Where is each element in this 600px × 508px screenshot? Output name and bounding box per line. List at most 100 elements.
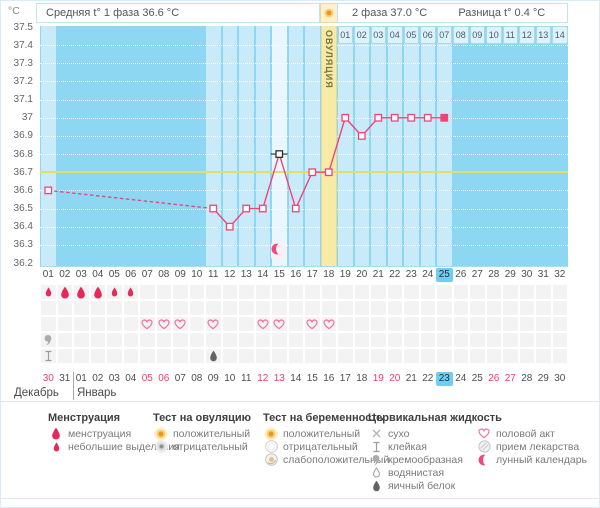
calendar-date-cell[interactable]: 03	[108, 373, 120, 384]
calendar-date-cell[interactable]: 25	[471, 373, 483, 384]
calendar-date-cell[interactable]: 18	[356, 373, 368, 384]
cycle-day-cell[interactable]: 10	[191, 269, 203, 280]
cycle-day-cell[interactable]: 30	[521, 269, 533, 280]
temp-point-day-18[interactable]	[324, 168, 333, 177]
tracking-cell	[173, 333, 188, 347]
cycle-day-cell[interactable]: 17	[306, 269, 318, 280]
legend-item: сухо	[368, 427, 502, 440]
cycle-day-cell[interactable]: 16	[290, 269, 302, 280]
cycle-day-cell[interactable]: 31	[537, 269, 549, 280]
cycle-day-cell[interactable]: 32	[554, 269, 566, 280]
calendar-date-cell[interactable]: 07	[174, 373, 186, 384]
temp-point-day-17[interactable]	[308, 168, 317, 177]
measured-day-column	[305, 26, 320, 266]
cycle-day-cell[interactable]: 15	[273, 269, 285, 280]
cycle-day-cell[interactable]: 22	[389, 269, 401, 280]
menstruation-light-icon	[127, 287, 134, 297]
cycle-day-cell[interactable]: 11	[208, 269, 219, 280]
calendar-date-cell[interactable]: 26	[488, 373, 500, 384]
cycle-day-cell[interactable]: 18	[323, 269, 335, 280]
tracking-cell	[140, 333, 155, 347]
measured-day-column	[338, 26, 353, 266]
temp-point-day-16[interactable]	[291, 204, 300, 213]
calendar-date-cell[interactable]: 29	[537, 373, 549, 384]
calendar-date-cell[interactable]: 21	[405, 373, 417, 384]
calendar-date-cell[interactable]: 20	[389, 373, 401, 384]
tracking-cell	[486, 333, 501, 347]
cycle-day-cell[interactable]: 26	[455, 269, 467, 280]
cycle-day-cell[interactable]: 23	[405, 269, 417, 280]
temp-point-day-24[interactable]	[423, 113, 432, 122]
tracking-cell	[453, 301, 468, 315]
calendar-date-cell[interactable]: 04	[125, 373, 137, 384]
tracking-cell	[123, 285, 138, 299]
temp-point-day-15[interactable]	[275, 150, 284, 158]
cycle-day-cell[interactable]: 12	[224, 269, 236, 280]
temp-point-day-1[interactable]	[44, 186, 53, 195]
calendar-date-cell[interactable]: 28	[521, 373, 533, 384]
tracking-cell	[189, 349, 204, 363]
tracking-cell	[552, 317, 567, 331]
cycle-day-cell[interactable]: 21	[372, 269, 384, 280]
cycle-day-cell[interactable]: 27	[471, 269, 483, 280]
calendar-date-cell[interactable]: 10	[224, 373, 236, 384]
cycle-day-cell[interactable]: 08	[158, 269, 170, 280]
cycle-day-cell[interactable]: 24	[422, 269, 434, 280]
cervical-fluid-creamy-icon	[42, 334, 54, 346]
calendar-date-cell[interactable]: 22	[422, 373, 434, 384]
calendar-date-cell[interactable]: 05	[141, 373, 153, 384]
cycle-day-cell[interactable]: 28	[488, 269, 500, 280]
calendar-date-cell[interactable]: 19	[372, 373, 384, 384]
temp-point-day-19[interactable]	[341, 113, 350, 122]
calendar-date-cell[interactable]: 15	[306, 373, 318, 384]
calendar-date-cell[interactable]: 06	[158, 373, 170, 384]
calendar-date-cell[interactable]: 09	[207, 373, 219, 384]
tracking-cell	[387, 317, 402, 331]
calendar-date-cell[interactable]: 14	[290, 373, 302, 384]
cycle-day-cell[interactable]: 01	[42, 269, 54, 280]
cycle-day-cell[interactable]: 07	[141, 269, 153, 280]
cycle-day-cell[interactable]: 09	[174, 269, 186, 280]
cycle-day-cell[interactable]: 06	[125, 269, 137, 280]
temp-point-day-13[interactable]	[242, 204, 251, 213]
calendar-date-cell[interactable]: 02	[92, 373, 104, 384]
drop-small-icon	[48, 441, 64, 452]
cycle-day-cell[interactable]: 29	[504, 269, 516, 280]
cycle-day-cell[interactable]: 02	[59, 269, 71, 280]
calendar-date-cell[interactable]: 16	[323, 373, 335, 384]
calendar-date-cell[interactable]: 24	[455, 373, 467, 384]
temp-point-day-11[interactable]	[209, 204, 218, 213]
calendar-date-cell[interactable]: 13	[273, 373, 285, 384]
temp-point-day-20[interactable]	[357, 132, 366, 140]
temperature-line-dashed	[48, 189, 214, 210]
temp-point-day-22[interactable]	[390, 113, 399, 122]
cycle-day-cell[interactable]: 20	[356, 269, 368, 280]
temp-point-day-14[interactable]	[258, 204, 267, 213]
cycle-day-cell[interactable]: 19	[339, 269, 351, 280]
tracking-cell	[189, 317, 204, 331]
calendar-date-cell[interactable]: 11	[241, 373, 252, 384]
calendar-date-cell[interactable]: 17	[339, 373, 351, 384]
calendar-date-cell[interactable]: 08	[191, 373, 203, 384]
temp-point-day-21[interactable]	[374, 113, 383, 122]
calendar-date-cell-current[interactable]: 23	[436, 372, 453, 386]
calendar-date-cell[interactable]: 31	[59, 373, 71, 384]
calendar-date-cell[interactable]: 12	[257, 373, 269, 384]
calendar-date-cell[interactable]: 30	[42, 373, 54, 384]
tracking-cell	[123, 317, 138, 331]
cycle-day-cell[interactable]: 13	[240, 269, 252, 280]
temp-point-day-25[interactable]	[440, 113, 449, 122]
calendar-date-cell[interactable]: 01	[75, 373, 87, 384]
temp-point-day-23[interactable]	[407, 113, 416, 122]
cycle-day-cell[interactable]: 14	[257, 269, 269, 280]
cycle-day-cell-current[interactable]: 25	[436, 268, 453, 282]
cycle-day-cell[interactable]: 03	[75, 269, 87, 280]
cycle-day-cell[interactable]: 05	[108, 269, 120, 280]
tracking-cell	[156, 301, 171, 315]
measured-day-column	[404, 26, 419, 266]
cycle-day-cell[interactable]: 04	[92, 269, 104, 280]
calendar-date-cell[interactable]: 30	[554, 373, 566, 384]
calendar-date-cell[interactable]: 27	[504, 373, 516, 384]
temp-point-day-12[interactable]	[225, 222, 234, 231]
legend-column-other: половой акт прием лекарства лунный календа…	[476, 412, 587, 466]
